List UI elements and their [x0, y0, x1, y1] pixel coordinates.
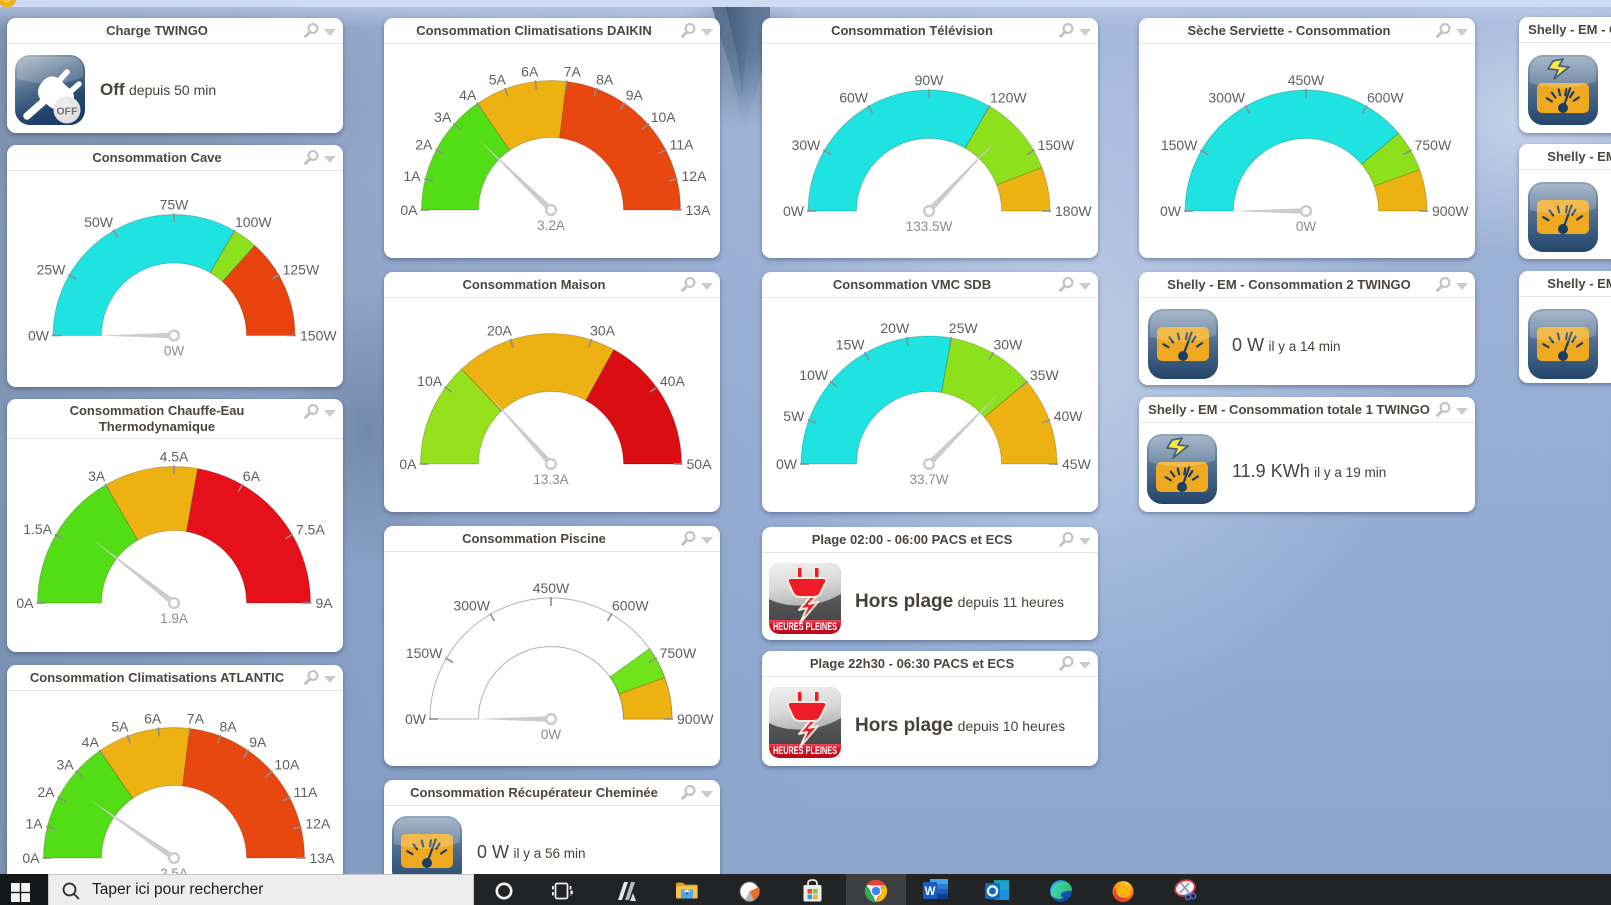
svg-text:35W: 35W [1030, 367, 1060, 383]
svg-text:10W: 10W [799, 367, 829, 383]
svg-text:150W: 150W [1161, 137, 1198, 153]
svg-text:0W: 0W [405, 711, 427, 727]
svg-text:6A: 6A [144, 711, 162, 727]
svg-text:12A: 12A [305, 816, 331, 832]
svg-text:15W: 15W [836, 336, 866, 352]
svg-text:11A: 11A [670, 137, 695, 153]
svg-text:75W: 75W [160, 197, 190, 213]
svg-text:OFF: OFF [57, 106, 79, 118]
svg-text:150W: 150W [300, 328, 337, 344]
svg-text:125W: 125W [283, 262, 320, 278]
svg-text:11A: 11A [294, 784, 319, 800]
svg-text:4A: 4A [459, 87, 477, 103]
svg-text:0A: 0A [16, 595, 34, 611]
svg-text:0W: 0W [28, 328, 50, 344]
svg-text:20W: 20W [880, 320, 910, 336]
svg-text:100W: 100W [235, 214, 272, 230]
svg-text:900W: 900W [677, 711, 714, 727]
svg-text:600W: 600W [1367, 89, 1404, 105]
svg-text:4.5A: 4.5A [160, 449, 189, 465]
svg-text:5W: 5W [783, 408, 805, 424]
svg-text:1A: 1A [403, 168, 421, 184]
svg-text:750W: 750W [1415, 137, 1452, 153]
svg-text:10A: 10A [651, 109, 677, 125]
svg-text:4A: 4A [82, 734, 100, 750]
svg-text:9A: 9A [626, 87, 644, 103]
svg-text:6A: 6A [243, 468, 261, 484]
svg-text:3A: 3A [88, 468, 106, 484]
svg-text:HEURES PLEINES: HEURES PLEINES [773, 745, 837, 757]
svg-text:W: W [925, 886, 936, 898]
svg-text:900W: 900W [1432, 203, 1469, 219]
svg-text:750W: 750W [660, 645, 697, 661]
svg-text:133.5W: 133.5W [906, 219, 953, 234]
svg-text:20A: 20A [487, 322, 513, 338]
svg-text:9A: 9A [249, 734, 267, 750]
svg-text:2A: 2A [37, 784, 55, 800]
svg-text:0W: 0W [541, 727, 562, 742]
svg-text:450W: 450W [1288, 72, 1325, 88]
svg-text:13.3A: 13.3A [533, 472, 568, 487]
svg-text:0W: 0W [783, 203, 805, 219]
svg-text:45W: 45W [1062, 456, 1092, 472]
svg-text:30A: 30A [590, 322, 616, 338]
svg-text:12A: 12A [682, 168, 708, 184]
svg-text:150W: 150W [1038, 137, 1075, 153]
svg-text:3A: 3A [56, 757, 74, 773]
svg-text:6A: 6A [521, 64, 539, 80]
svg-text:33.7W: 33.7W [909, 472, 948, 487]
svg-text:180W: 180W [1055, 203, 1092, 219]
svg-text:60W: 60W [839, 89, 869, 105]
svg-text:9A: 9A [316, 595, 334, 611]
svg-text:7.5A: 7.5A [296, 521, 325, 537]
svg-text:5A: 5A [489, 72, 507, 88]
svg-text:HEURES PLEINES: HEURES PLEINES [773, 621, 837, 633]
svg-text:40W: 40W [1054, 408, 1084, 424]
svg-text:0A: 0A [399, 456, 417, 472]
svg-text:0A: 0A [400, 202, 418, 218]
svg-text:3A: 3A [434, 109, 452, 125]
svg-text:0A: 0A [22, 850, 40, 866]
svg-text:50W: 50W [84, 214, 114, 230]
svg-text:120W: 120W [990, 89, 1027, 105]
svg-text:0W: 0W [164, 344, 185, 359]
svg-text:13A: 13A [310, 850, 336, 866]
svg-text:1.5A: 1.5A [23, 521, 52, 537]
svg-text:1.9A: 1.9A [160, 611, 188, 626]
svg-text:8A: 8A [596, 72, 614, 88]
svg-text:7A: 7A [187, 711, 205, 727]
svg-text:30W: 30W [792, 137, 822, 153]
svg-text:50A: 50A [687, 456, 713, 472]
svg-text:300W: 300W [453, 597, 490, 613]
svg-text:1A: 1A [25, 816, 43, 832]
svg-text:450W: 450W [533, 580, 570, 596]
svg-text:300W: 300W [1208, 89, 1245, 105]
svg-text:3.2A: 3.2A [537, 218, 565, 233]
svg-text:0W: 0W [776, 456, 798, 472]
svg-text:0W: 0W [1160, 203, 1182, 219]
svg-text:8A: 8A [220, 719, 238, 735]
svg-text:30W: 30W [994, 336, 1024, 352]
svg-text:0W: 0W [1296, 219, 1317, 234]
svg-text:10A: 10A [274, 757, 300, 773]
svg-text:150W: 150W [406, 645, 443, 661]
svg-text:7A: 7A [564, 64, 582, 80]
svg-text:25W: 25W [37, 262, 67, 278]
svg-text:10A: 10A [417, 373, 443, 389]
svg-text:2A: 2A [415, 137, 433, 153]
svg-text:90W: 90W [915, 72, 945, 88]
svg-text:13A: 13A [686, 202, 712, 218]
svg-text:25W: 25W [949, 320, 979, 336]
svg-text:5A: 5A [111, 719, 129, 735]
svg-text:600W: 600W [612, 597, 649, 613]
svg-text:40A: 40A [660, 373, 686, 389]
